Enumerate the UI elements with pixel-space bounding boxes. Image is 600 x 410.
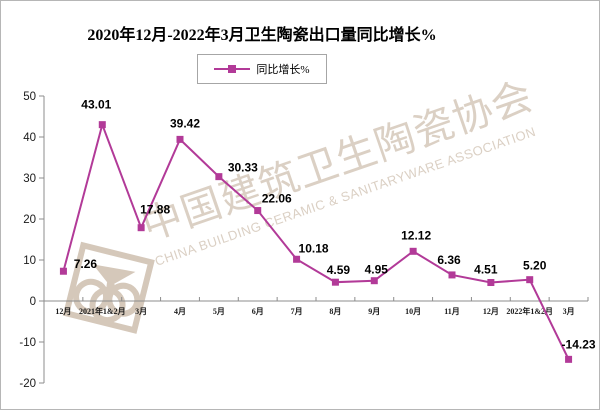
data-label: 12.12 — [401, 228, 431, 242]
data-point-marker — [176, 135, 184, 143]
data-point-marker — [293, 255, 301, 263]
data-label: 30.33 — [228, 161, 258, 175]
y-tick-label: 0 — [30, 296, 36, 308]
chart-title: 2020年12月-2022年3月卫生陶瓷出口量同比增长% — [87, 27, 437, 44]
data-point-marker — [215, 173, 223, 181]
x-tick-label: 12月 — [483, 307, 499, 316]
y-tick-label: 50 — [23, 91, 36, 103]
y-tick-label: 30 — [23, 173, 36, 185]
data-label: 43.01 — [81, 98, 111, 112]
x-tick-label: 2022年1&2月 — [506, 306, 553, 316]
x-tick-label: 2021年1&2月 — [79, 306, 126, 316]
y-tick-label: 40 — [23, 132, 36, 144]
data-point-marker — [137, 224, 145, 232]
data-label: 4.95 — [365, 263, 389, 277]
legend: 同比增长% — [197, 54, 327, 84]
y-tick-label: -20 — [19, 378, 36, 390]
series-line — [62, 121, 570, 360]
y-tick-label: 20 — [23, 214, 36, 226]
x-tick-label: 3月 — [135, 307, 147, 316]
legend-label: 同比增长% — [256, 64, 310, 76]
x-tick-label: 10月 — [405, 307, 421, 316]
y-tick-label: 10 — [23, 255, 36, 267]
data-point-marker — [370, 277, 378, 285]
data-point-marker — [487, 279, 495, 287]
data-label: 7.26 — [74, 257, 98, 271]
legend-square-marker-icon — [228, 65, 237, 73]
data-label: 39.42 — [170, 116, 200, 130]
data-label: -14.23 — [562, 337, 596, 351]
data-point-marker — [526, 276, 534, 284]
x-tick-label: 11月 — [444, 307, 460, 316]
data-label: 4.59 — [327, 263, 351, 277]
data-point-marker — [409, 247, 417, 255]
x-tick-label: 12月 — [55, 307, 71, 316]
x-tick-label: 6月 — [252, 307, 264, 316]
data-point-marker — [254, 207, 262, 215]
chart-header: 2020年12月-2022年3月卫生陶瓷出口量同比增长% 同比增长% — [1, 1, 523, 84]
data-label: 4.51 — [474, 263, 498, 277]
data-point-marker — [331, 278, 339, 286]
x-tick-label: 7月 — [291, 307, 303, 316]
data-label: 22.06 — [262, 192, 292, 206]
data-point-marker — [565, 355, 573, 363]
x-tick-label: 9月 — [368, 307, 380, 316]
data-point-marker — [98, 121, 106, 129]
legend-line-swatch — [214, 65, 251, 73]
y-tick-label: -10 — [19, 337, 36, 349]
data-label: 5.20 — [523, 259, 547, 273]
data-point-marker — [448, 271, 456, 279]
data-point-marker — [59, 267, 67, 275]
x-tick-label: 8月 — [329, 307, 341, 316]
data-label: 10.18 — [299, 241, 329, 255]
x-tick-label: 5月 — [213, 307, 225, 316]
x-tick-label: 3月 — [563, 307, 575, 316]
data-label: 6.36 — [437, 253, 461, 267]
x-tick-label: 4月 — [174, 307, 186, 316]
data-label: 17.88 — [140, 203, 170, 217]
